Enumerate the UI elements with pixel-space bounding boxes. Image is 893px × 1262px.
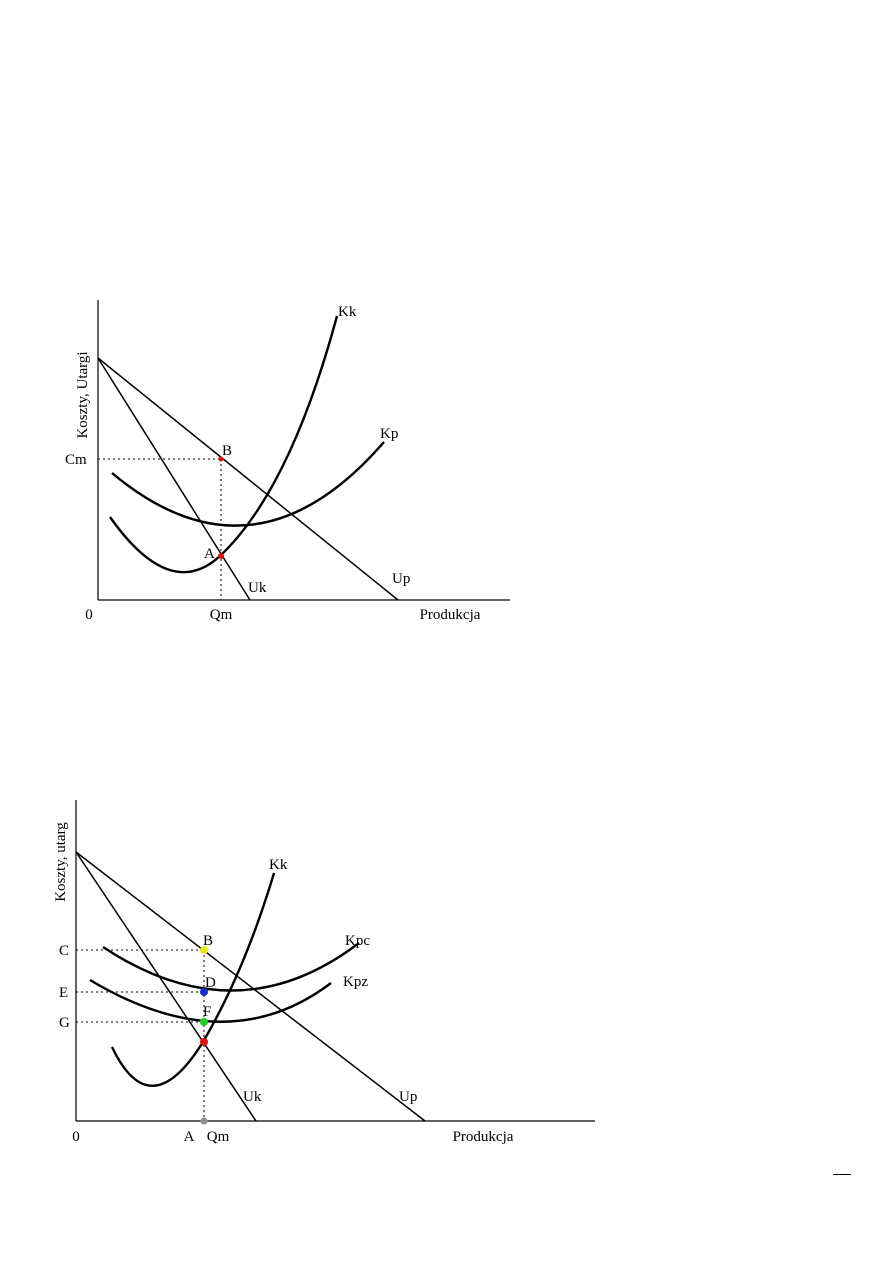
kpc-label: Kpc — [345, 933, 370, 949]
figure-1-diagram: Koszty, Utargi 0 Qm Produkcja Cm B A Kk … — [65, 300, 510, 623]
kk-label: Kk — [338, 304, 357, 320]
point-d-label: D — [205, 975, 216, 991]
kp-average-cost-curve — [111, 441, 385, 527]
c-label: C — [59, 943, 69, 959]
qm-axis-marker — [200, 1117, 208, 1125]
point-b-marker — [218, 456, 224, 462]
figure-2-panel: Koszty, utarg 0 A Qm Produkcja C E G B D… — [53, 790, 605, 1160]
point-f-marker — [200, 1018, 208, 1026]
cm-label: Cm — [65, 452, 87, 468]
point-b-marker — [200, 946, 208, 954]
point-b-label: B — [203, 933, 213, 949]
uk-marginal-revenue-line — [75, 851, 257, 1122]
page-footer-dash — [833, 1174, 851, 1175]
a-axis-label: A — [184, 1129, 195, 1145]
up-label: Up — [392, 571, 410, 587]
up-average-revenue-line — [97, 357, 399, 601]
kk-marginal-cost-curve — [110, 872, 276, 1087]
kk-label: Kk — [269, 857, 288, 873]
point-b-label: B — [222, 443, 232, 459]
qm-label: Qm — [207, 1129, 230, 1145]
kpz-average-variable-cost-curve — [89, 978, 332, 1023]
e-label: E — [59, 985, 68, 1001]
mc-mr-intersection-marker — [200, 1038, 208, 1046]
point-a-marker — [218, 553, 224, 559]
x-axis-label: Produkcja — [420, 607, 481, 623]
figure-2-diagram: Koszty, utarg 0 A Qm Produkcja C E G B D… — [53, 800, 595, 1145]
up-average-revenue-line — [75, 851, 426, 1122]
y-axis-label: Koszty, utarg — [53, 822, 69, 902]
kpc-average-total-cost-curve — [102, 942, 360, 992]
point-a-label: A — [204, 546, 215, 562]
origin-label: 0 — [85, 607, 93, 623]
g-label: G — [59, 1015, 70, 1031]
point-f-label: F — [203, 1004, 211, 1020]
qm-label: Qm — [210, 607, 233, 623]
kpz-label: Kpz — [343, 974, 368, 990]
point-d-marker — [200, 988, 208, 996]
figure-1-panel: Koszty, Utargi 0 Qm Produkcja Cm B A Kk … — [60, 290, 520, 630]
uk-label: Uk — [248, 580, 267, 596]
kp-label: Kp — [380, 426, 398, 442]
uk-label: Uk — [243, 1089, 262, 1105]
uk-marginal-revenue-line — [97, 357, 251, 601]
y-axis-label: Koszty, Utargi — [75, 351, 91, 438]
kk-marginal-cost-curve — [109, 315, 339, 574]
x-axis-label: Produkcja — [453, 1129, 514, 1145]
origin-label: 0 — [72, 1129, 80, 1145]
up-label: Up — [399, 1089, 417, 1105]
